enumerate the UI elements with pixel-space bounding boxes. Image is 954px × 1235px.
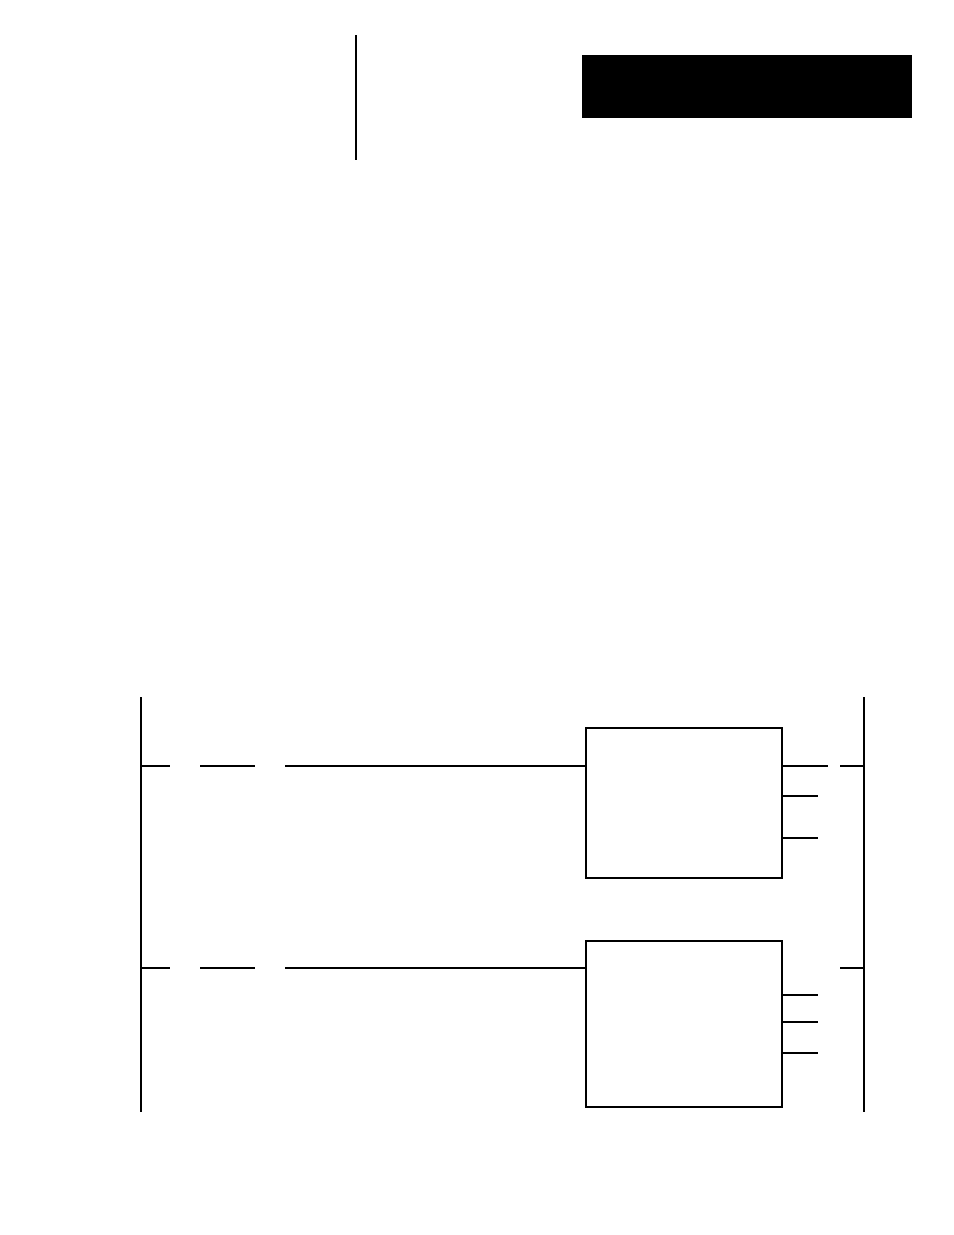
output-wire bbox=[783, 795, 818, 797]
output-wire bbox=[840, 765, 865, 767]
output-wire bbox=[783, 1021, 818, 1023]
instruction-block bbox=[585, 940, 783, 1108]
rung-wire bbox=[200, 967, 255, 969]
rung-wire bbox=[285, 765, 585, 767]
left-power-rail bbox=[140, 697, 142, 1112]
rung-wire bbox=[140, 967, 170, 969]
output-wire bbox=[840, 967, 865, 969]
rung-wire bbox=[285, 967, 585, 969]
right-power-rail bbox=[863, 697, 865, 1112]
instruction-block bbox=[585, 727, 783, 879]
rung-wire bbox=[200, 765, 255, 767]
header-divider-line bbox=[355, 35, 357, 160]
output-wire bbox=[783, 994, 818, 996]
output-wire bbox=[783, 765, 828, 767]
ladder-diagram bbox=[140, 697, 865, 1112]
output-wire bbox=[783, 1052, 818, 1054]
rung-wire bbox=[140, 765, 170, 767]
output-wire bbox=[783, 837, 818, 839]
header-black-box bbox=[582, 55, 912, 118]
